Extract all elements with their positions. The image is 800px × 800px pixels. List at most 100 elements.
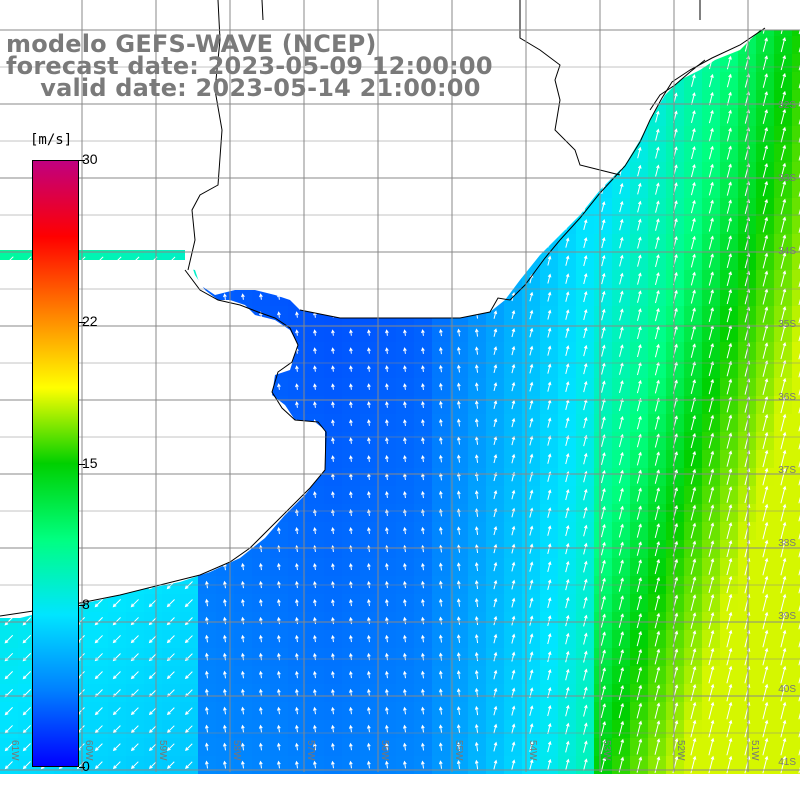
wind-arrow: [690, 468, 697, 485]
wind-arrow: [277, 616, 281, 625]
wind-arrow: [780, 342, 787, 360]
wind-arrow: [690, 379, 696, 394]
wind-arrow: [313, 365, 317, 372]
wind-arrow: [637, 164, 642, 177]
wind-arrow: [780, 611, 787, 630]
wind-arrow: [780, 701, 787, 720]
wind-arrow: [708, 665, 715, 684]
wind-arrow: [349, 419, 353, 426]
wind-arrow: [690, 594, 697, 611]
wind-arrow: [420, 760, 425, 769]
wind-arrow: [654, 630, 661, 647]
wind-arrow: [583, 740, 588, 753]
wind-arrow: [654, 415, 660, 430]
wind-arrow: [726, 271, 733, 287]
title-line-3: valid date: 2023-05-14 21:00:00: [6, 74, 481, 102]
wind-arrow: [565, 740, 570, 753]
wind-arrow: [295, 598, 299, 607]
wind-arrow: [313, 347, 317, 354]
wind-arrow: [241, 670, 245, 679]
wind-arrow: [22, 761, 31, 770]
wind-arrow: [331, 670, 335, 679]
wind-arrow: [493, 328, 498, 337]
wind-arrow: [529, 507, 534, 518]
wind-arrow: [618, 469, 624, 484]
wind-arrow: [367, 347, 371, 354]
wind-arrow: [708, 468, 715, 485]
wind-arrow: [385, 383, 389, 390]
wind-arrow: [565, 614, 570, 627]
wind-arrow: [708, 127, 714, 142]
wind-cell: [792, 558, 800, 576]
wind-arrow: [654, 361, 660, 376]
wind-arrow: [690, 540, 697, 557]
wind-arrow: [565, 524, 570, 537]
wind-arrow: [240, 724, 245, 733]
wind-arrow: [456, 382, 461, 391]
wind-arrow: [708, 414, 715, 431]
wind-arrow: [385, 706, 389, 715]
wind-arrow: [295, 634, 299, 643]
wind-cell: [792, 450, 800, 468]
wind-arrow: [529, 597, 534, 608]
wind-arrow: [511, 741, 516, 752]
wind-arrow: [241, 562, 245, 571]
wind-arrow: [439, 490, 443, 499]
wind-arrow: [259, 634, 263, 643]
wind-arrow: [493, 382, 498, 391]
wind-arrow: [148, 617, 157, 626]
wind-arrow: [112, 653, 121, 662]
wind-arrow: [421, 419, 425, 427]
wind-arrow: [4, 725, 13, 734]
wind-arrow: [313, 527, 317, 535]
wind-arrow: [349, 724, 353, 733]
wind-arrow: [130, 599, 139, 608]
wind-arrow: [367, 437, 371, 444]
wind-arrow: [655, 218, 660, 231]
wind-arrow: [438, 742, 443, 751]
wind-arrow: [708, 629, 715, 648]
latitude-label: 33S: [778, 173, 796, 184]
wind-arrow: [277, 598, 281, 607]
wind-arrow: [619, 380, 624, 393]
wind-arrow: [601, 344, 606, 357]
wind-arrow: [349, 706, 353, 715]
wind-arrow: [690, 683, 697, 702]
wind-arrow: [421, 616, 425, 625]
wind-arrow: [619, 344, 624, 357]
wind-arrow: [438, 562, 443, 571]
wind-arrow: [601, 452, 606, 466]
wind-arrow: [529, 633, 534, 644]
wind-arrow: [547, 633, 552, 645]
wind-arrow: [637, 236, 642, 249]
wind-arrow: [654, 738, 661, 755]
wind-cell: [792, 324, 800, 342]
wind-arrow: [511, 399, 516, 410]
wind-arrow: [205, 616, 209, 625]
wind-cell: [792, 414, 800, 432]
wind-arrow: [205, 598, 209, 607]
wind-arrow: [511, 669, 516, 680]
wind-arrow: [636, 720, 643, 737]
wind-arrow: [511, 705, 516, 716]
wind-arrow: [654, 433, 660, 448]
wind-arrow: [762, 593, 769, 612]
wind-arrow: [456, 346, 461, 355]
wind-arrow: [493, 418, 498, 428]
wind-arrow: [456, 526, 461, 535]
wind-cell: [792, 612, 800, 630]
wind-arrow: [762, 503, 769, 522]
wind-cell: [792, 630, 800, 648]
wind-cell: [792, 396, 800, 414]
wind-arrow: [726, 611, 733, 630]
wind-arrow: [547, 704, 552, 717]
wind-arrow: [780, 252, 787, 269]
wind-arrow: [166, 635, 175, 644]
wind-arrow: [547, 291, 552, 302]
wind-arrow: [349, 688, 353, 697]
wind-arrow: [654, 648, 661, 665]
wind-arrow: [619, 218, 624, 231]
wind-arrow: [367, 706, 371, 715]
wind-arrow: [636, 684, 643, 701]
wind-arrow: [130, 671, 139, 680]
